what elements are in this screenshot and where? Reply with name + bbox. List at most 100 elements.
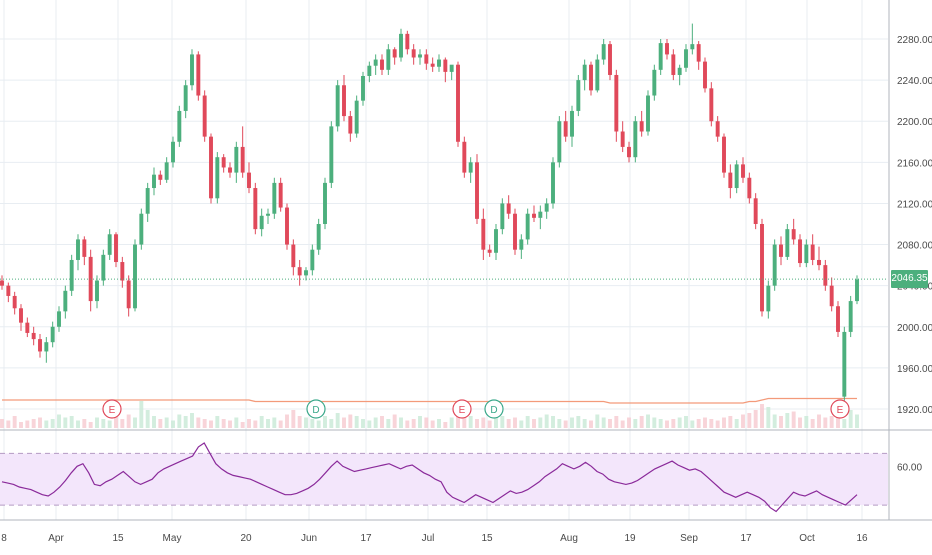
candle-body (285, 207, 289, 245)
volume-bar (291, 410, 296, 428)
volume-bar (728, 416, 733, 428)
candle-body (601, 44, 606, 60)
candle-body (652, 69, 657, 96)
volume-bar (107, 420, 112, 428)
volume-bar (848, 410, 853, 428)
candle-body (76, 239, 80, 260)
candle-body (107, 234, 112, 255)
time-tick-label: Apr (48, 533, 64, 544)
earnings-marker-label: E (109, 405, 116, 416)
candle-body (690, 44, 695, 50)
volume-bar (576, 416, 581, 428)
rsi-tick-label: 60.00 (897, 462, 922, 473)
volume-bar (76, 420, 80, 428)
volume-bar (608, 419, 612, 428)
candle-body (164, 162, 169, 180)
time-tick-label: 16 (856, 533, 868, 544)
candle-body (221, 157, 226, 168)
volume-bar (329, 419, 334, 428)
earnings-marker-label: E (837, 405, 844, 416)
volume-bar (443, 422, 448, 428)
candle-body (304, 270, 308, 276)
candle-body (557, 121, 562, 163)
volume-bar (240, 422, 245, 428)
volume-bar (285, 414, 289, 428)
volume-bar (133, 417, 137, 428)
candle-body (848, 301, 853, 332)
volume-bar (6, 420, 11, 428)
volume-bar (411, 419, 416, 428)
candle-body (468, 162, 473, 173)
volume-bar (532, 419, 536, 428)
candle-body (133, 244, 137, 309)
candle-body (31, 332, 36, 340)
time-tick-label: 15 (112, 533, 124, 544)
volume-bar (101, 419, 106, 428)
candle-body (418, 54, 422, 58)
candle-body (215, 157, 220, 199)
candle-body (228, 167, 232, 173)
volume-bar (589, 420, 593, 428)
volume-bar (215, 416, 220, 428)
volume-bar (734, 419, 739, 428)
candle-body (696, 44, 701, 62)
volume-bar (468, 416, 473, 428)
volume-bar (209, 420, 213, 428)
volume-bar (126, 414, 131, 428)
candle-body (183, 85, 188, 111)
volume-bar (487, 420, 492, 428)
time-tick-label: 8 (1, 533, 7, 544)
candle-body (25, 322, 30, 333)
candle-body (703, 61, 707, 89)
volume-bar (25, 420, 30, 428)
candle-body (576, 80, 581, 111)
volume-bar (817, 414, 821, 428)
volume-bar (82, 419, 87, 428)
candle-body (506, 203, 511, 214)
candle-body (842, 331, 847, 397)
rsi-panel (0, 442, 888, 513)
candle-body (810, 244, 815, 260)
candle-body (196, 54, 201, 96)
time-tick-label: 17 (740, 533, 752, 544)
volume-bar (63, 417, 68, 428)
volume-bar (513, 417, 517, 428)
candle-body (259, 215, 264, 230)
volume-bar (810, 419, 815, 428)
candle-body (544, 203, 549, 212)
candle-body (747, 177, 752, 199)
candle-body (6, 285, 11, 296)
candle-body (430, 63, 435, 67)
candle-body (297, 267, 302, 276)
candle-body (278, 182, 283, 208)
volume-ma-line (2, 397, 857, 404)
candle-body (722, 136, 726, 173)
candle-body (449, 64, 454, 72)
volume-bar (804, 416, 809, 428)
volume-bar (772, 414, 777, 428)
candle-body (684, 49, 688, 68)
dividend-marker (306, 399, 326, 419)
time-tick-label: 20 (240, 533, 252, 544)
volume-bar (38, 417, 42, 428)
volume-bar (652, 417, 657, 428)
candle-body (386, 49, 391, 70)
candle-body (753, 198, 758, 224)
time-tick-label: Jul (422, 533, 435, 544)
volume-bar (538, 417, 543, 428)
time-tick-label: Sep (680, 533, 698, 544)
volume-bar (88, 422, 93, 428)
candle-body (380, 59, 384, 70)
volume-bar (791, 411, 796, 428)
volume-bar (69, 416, 74, 428)
candle-body (658, 43, 663, 70)
candle-body (481, 218, 486, 250)
volume-bar (19, 422, 23, 428)
volume-bar (183, 416, 188, 428)
volume-bar (595, 414, 600, 428)
candle-layer (0, 23, 888, 401)
time-tick-label: Jun (301, 533, 317, 544)
candle-body (247, 172, 251, 189)
price-tick-label: 2000.00 (897, 323, 932, 334)
candle-body (551, 162, 555, 204)
